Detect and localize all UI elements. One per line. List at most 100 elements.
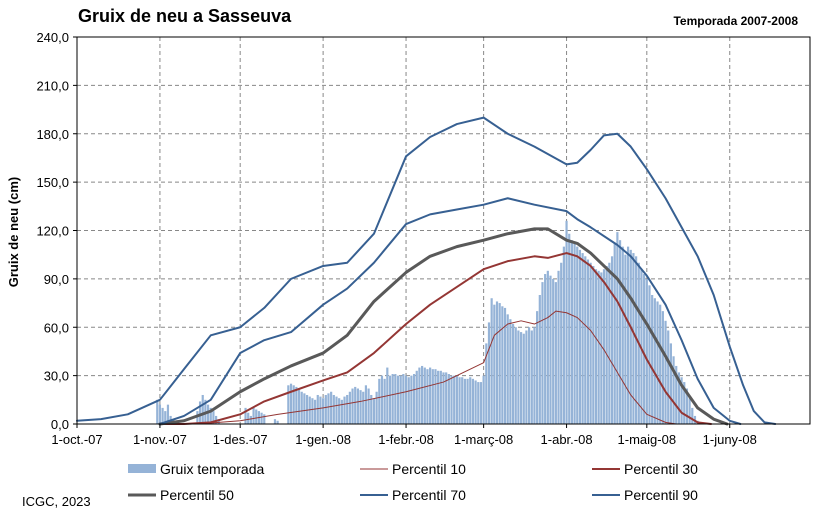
snow-depth-bar [260,412,263,424]
snow-depth-bar [589,262,592,424]
legend-swatch-bar [128,464,156,473]
line-percentil-70 [158,197,742,425]
snow-depth-bar [557,270,560,424]
x-tick-label: 1-febr.-08 [378,432,434,447]
snow-depth-bar [517,330,520,424]
snow-depth-bar [380,375,384,425]
snow-depth-bar [578,249,582,424]
snow-depth-bar [351,388,354,424]
snow-depth-bar [247,412,250,424]
snow-depth-bar [594,269,598,424]
legend: Gruix temporada Percentil 10 Percentil 30 P… [128,461,698,503]
snow-depth-bar [648,285,651,424]
snow-depth-bar [605,265,608,424]
legend-label: Percentil 90 [624,487,698,503]
snow-depth-bar [503,307,507,424]
snow-depth-bar [653,298,656,424]
snow-depth-bar [530,330,533,424]
y-tick-label: 90,0 [44,272,69,287]
snow-depth-bar [431,369,434,424]
snow-depth-bar [621,246,624,425]
snow-depth-bar [541,282,544,424]
snow-depth-bar [356,388,359,424]
snow-depth-bar [335,396,338,424]
snow-depth-bar [573,243,576,424]
snow-depth-bar [217,419,220,424]
snow-depth-bar [206,404,210,424]
y-axis-label: Gruix de neu (cm) [6,177,21,288]
snow-depth-bar [536,311,539,425]
chart-subtitle: Temporada 2007-2008 [673,14,798,28]
snow-depth-bar [332,394,335,424]
snow-depth-bar [324,394,327,424]
snow-depth-bar [263,414,266,424]
snow-depth-bar [439,370,442,424]
x-tick-label: 1-des.-07 [213,432,268,447]
snow-depth-bar [501,306,504,424]
snow-depth-bar [544,274,547,424]
snow-depth-bar [656,301,659,424]
snow-depth-bar [289,383,293,424]
snow-depth-bar [348,391,351,424]
y-tick-label: 210,0 [36,78,69,93]
snow-depth-bar [546,270,549,424]
snow-depth-bar [584,256,587,424]
snow-depth-bar [442,372,445,424]
credit-text: ICGC, 2023 [22,494,91,509]
snow-depth-bar [487,322,491,424]
snow-depth-bar [249,415,252,424]
snow-depth-bar [212,411,215,424]
snow-depth-bar [581,253,584,424]
snow-depth-bar [244,407,247,425]
snow-depth-bar [471,378,475,424]
snow-depth-bar [434,369,437,424]
snow-depth-bar [316,394,319,424]
snow-depth-bar [645,278,648,425]
snow-depth-bar [477,382,480,424]
snow-depth-bar [383,378,386,424]
snow-depth-bar [305,394,309,424]
y-tick-label: 0,0 [51,417,69,432]
snow-depth-bar [610,256,614,424]
snow-depth-bar [327,393,330,424]
snow-depth-bar [568,233,571,424]
snow-depth-bar [562,246,565,425]
snow-depth-bar [560,262,563,424]
snow-depth-bar [453,375,456,425]
snow-depth-bar [391,374,394,424]
snow-depth-bar [474,380,477,424]
snow-depth-bar [158,404,162,424]
snow-depth-bar [343,396,346,424]
x-tick-label: 1-nov.-07 [133,432,187,447]
snow-depth-bar [196,411,199,424]
snow-depth-bar [586,259,590,424]
chart-title: Gruix de neu a Sasseuva [78,6,292,26]
snow-depth-bar [509,319,512,424]
legend-label: Percentil 70 [392,487,466,503]
x-tick-label: 1-gen.-08 [295,432,351,447]
snow-depth-bar [482,375,485,425]
y-tick-label: 150,0 [36,175,69,190]
snow-depth-bar [407,377,410,424]
line-percentil-10 [159,310,677,425]
snow-depth-bar [330,391,333,424]
snow-depth-bar [455,375,458,425]
snow-depth-bar [667,330,670,424]
snow-depth-bar [364,385,368,424]
snow-depth-bar [303,393,306,424]
snow-depth-bar [565,220,568,424]
snow-depth-bar [597,270,600,424]
snow-depth-bar [399,375,402,425]
y-axis-ticks: 0,0 30,0 60,0 90,0 120,0 150,0 180,0 210,0 240,0 [36,30,77,432]
snow-depth-bar [354,386,357,424]
snow-depth-bar [426,369,429,424]
snow-depth-bar [445,372,448,424]
snow-depth-bar [685,388,689,424]
snow-depth-bar [683,382,686,424]
snow-depth-bar [669,343,672,425]
x-axis-ticks: 1-oct.-07 1-nov.-07 1-des.-07 1-gen.-08 1-fe… [51,424,757,447]
snow-depth-bar [415,370,418,424]
snow-depth-bar [458,377,461,424]
snow-depth-bar [461,377,464,424]
snow-depth-bar [514,327,517,424]
